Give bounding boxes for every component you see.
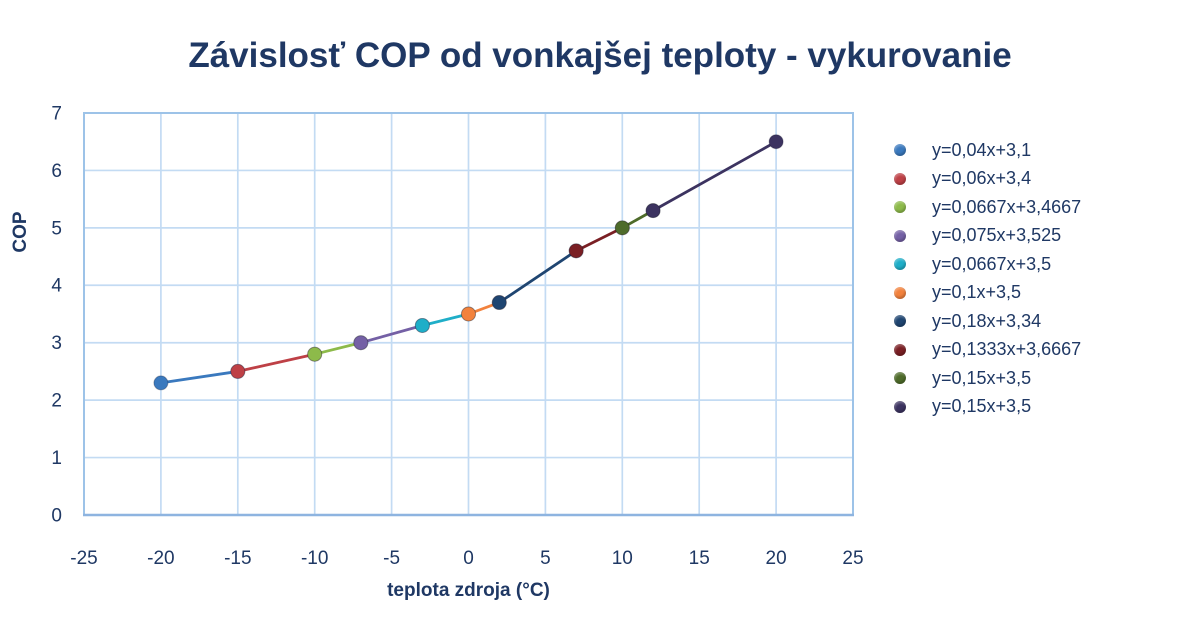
legend: y=0,04x+3,1 y=0,06x+3,4 y=0,0667x+3,4667… <box>888 136 1081 421</box>
legend-label: y=0,04x+3,1 <box>932 139 1032 160</box>
data-point-marker <box>645 203 661 219</box>
legend-marker-icon <box>894 201 906 214</box>
series-line <box>651 140 778 213</box>
series-line <box>359 324 424 345</box>
legend-marker-icon <box>894 315 906 328</box>
y-tick-label: 6 <box>51 161 62 182</box>
legend-item: y=0,075x+3,525 <box>888 222 1081 251</box>
legend-label: y=0,06x+3,4 <box>932 168 1032 189</box>
data-point-marker <box>491 295 507 311</box>
x-tick-label: 20 <box>766 548 787 569</box>
legend-item: y=0,1333x+3,6667 <box>888 336 1081 365</box>
x-tick-label: 25 <box>842 548 863 569</box>
x-tick-label: 5 <box>540 548 551 569</box>
y-tick-label: 0 <box>51 505 62 526</box>
legend-marker-icon <box>894 144 906 157</box>
legend-item: y=0,18x+3,34 <box>888 307 1081 336</box>
chart-title: Závislosť COP od vonkajšej teploty - vyk… <box>188 36 1012 75</box>
series-line <box>313 341 363 356</box>
legend-label: y=0,15x+3,5 <box>932 396 1032 417</box>
y-tick-label: 5 <box>51 218 62 239</box>
legend-marker-icon <box>894 258 906 271</box>
y-axis-title-text: COP <box>10 211 31 253</box>
y-tick-label: 7 <box>51 103 62 124</box>
y-tick-label: 4 <box>51 276 62 297</box>
legend-item: y=0,0667x+3,5 <box>888 250 1081 279</box>
y-tick-label: 3 <box>51 333 62 354</box>
data-point-marker <box>768 134 784 150</box>
legend-marker-icon <box>894 229 906 242</box>
x-tick-label: 15 <box>689 548 710 569</box>
y-tick-label: 1 <box>51 448 62 469</box>
legend-item: y=0,0667x+3,4667 <box>888 193 1081 222</box>
legend-label: y=0,075x+3,525 <box>932 225 1062 246</box>
series-line <box>159 370 240 385</box>
data-point-marker <box>568 243 584 259</box>
data-point-marker <box>414 317 430 333</box>
legend-marker-icon <box>894 172 906 185</box>
series-line <box>420 312 470 327</box>
legend-label: y=0,0667x+3,5 <box>932 253 1052 274</box>
x-axis-title: teplota zdroja (°C) <box>387 580 550 601</box>
legend-item: y=0,1x+3,5 <box>888 279 1081 308</box>
legend-marker-icon <box>894 286 906 299</box>
legend-label: y=0,1333x+3,6667 <box>932 339 1082 360</box>
y-tick-label: 2 <box>51 391 62 412</box>
x-tick-label: -15 <box>224 548 251 569</box>
series-line <box>236 352 317 373</box>
x-tick-label: 0 <box>463 548 474 569</box>
legend-item: y=0,15x+3,5 <box>888 364 1081 393</box>
series-line <box>574 226 624 253</box>
legend-label: y=0,18x+3,34 <box>932 310 1042 331</box>
x-tick-label: -20 <box>147 548 174 569</box>
data-point-marker <box>353 335 369 351</box>
legend-label: y=0,15x+3,5 <box>932 367 1032 388</box>
x-tick-label: -25 <box>70 548 97 569</box>
legend-item: y=0,06x+3,4 <box>888 165 1081 194</box>
legend-marker-icon <box>894 343 906 356</box>
data-point-marker <box>230 363 246 379</box>
data-point-marker <box>614 220 630 236</box>
legend-marker-icon <box>894 400 906 413</box>
legend-marker-icon <box>894 372 906 385</box>
x-tick-label: -10 <box>301 548 328 569</box>
data-point-marker <box>153 375 169 391</box>
x-tick-label: -5 <box>383 548 400 569</box>
data-point-marker <box>307 346 323 362</box>
x-tick-label: 10 <box>612 548 633 569</box>
legend-label: y=0,1x+3,5 <box>932 282 1022 303</box>
data-point-marker <box>461 306 476 322</box>
legend-label: y=0,0667x+3,4667 <box>932 196 1082 217</box>
legend-item: y=0,15x+3,5 <box>888 393 1081 422</box>
series-line <box>497 249 578 304</box>
legend-item: y=0,04x+3,1 <box>888 136 1081 165</box>
